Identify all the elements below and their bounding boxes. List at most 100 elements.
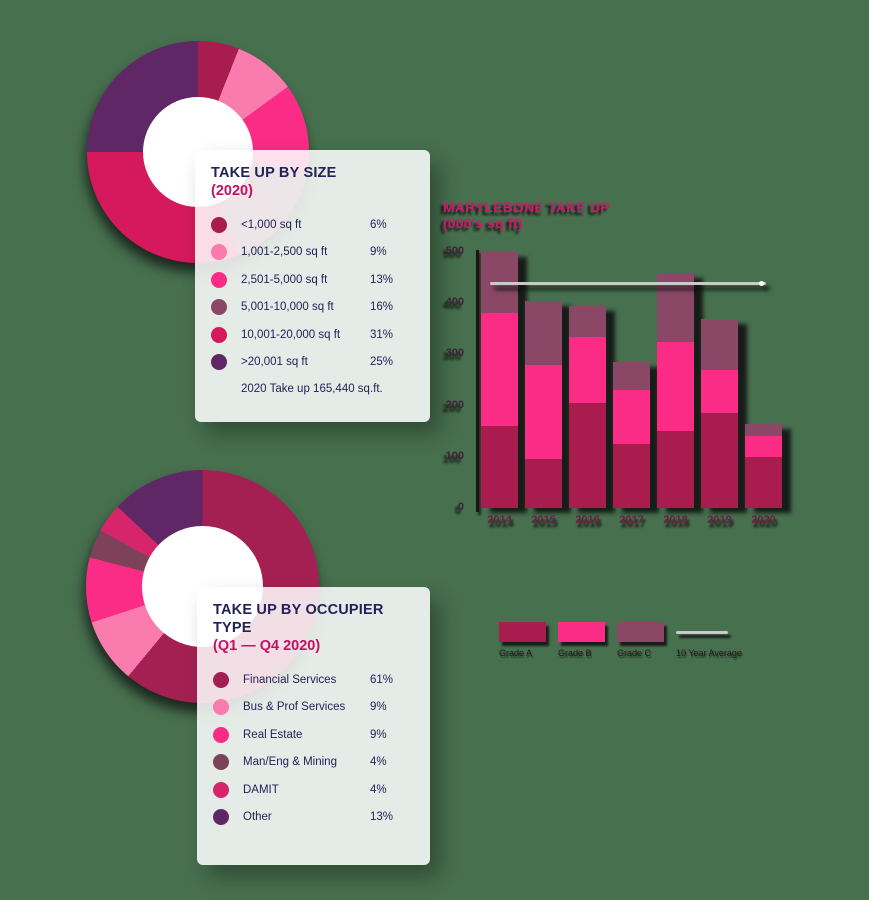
legend-row: 2,501-5,000 sq ft 13% <box>195 266 430 294</box>
legend-label: <1,000 sq ft <box>241 218 302 231</box>
legend-dot <box>213 781 229 798</box>
occupier-card-legend: Financial Services 61% Bus & Prof Services… <box>197 666 430 831</box>
y-axis-label: 100 <box>445 449 464 462</box>
x-axis-label: 2015 <box>531 514 556 526</box>
legend-label: Bus & Prof Services <box>243 701 346 714</box>
stacked-bar-2017 <box>613 362 650 508</box>
legend-dot <box>211 326 227 343</box>
bar-segment-grade-c <box>613 362 650 391</box>
legend-label: Real Estate <box>243 728 303 741</box>
grade-swatch <box>617 622 664 642</box>
bar-segment-grade-a <box>657 431 694 508</box>
y-axis-line <box>476 250 479 512</box>
legend-value: 13% <box>370 273 394 286</box>
bar-legend-item: Grade B <box>558 622 605 658</box>
size-card-legend: <1,000 sq ft 6% 1,001-2,500 sq ft 9% 2,501-5… <box>195 211 430 376</box>
x-axis-label: 2019 <box>707 514 732 526</box>
bar-segment-grade-a <box>569 403 606 508</box>
legend-row: <1,000 sq ft 6% <box>195 211 430 239</box>
legend-label: DAMIT <box>243 783 279 796</box>
legend-value: 9% <box>370 246 387 259</box>
legend-row: 10,001-20,000 sq ft 31% <box>195 321 430 349</box>
stacked-bar-2014 <box>481 252 518 508</box>
stacked-bar-2016 <box>569 305 606 508</box>
bar-chart-legend: Grade A Grade B Grade C 10 Year Average <box>499 622 742 658</box>
bar-legend-label: Grade A <box>499 648 533 658</box>
bar-segment-grade-b <box>481 313 518 427</box>
bar-segment-grade-b <box>569 336 606 404</box>
legend-row: Other 13% <box>197 804 430 832</box>
occupier-card-subtitle: (Q1 — Q4 2020) <box>213 638 321 654</box>
bar-chart-title-line2: (000's sq ft) <box>443 215 523 231</box>
takeup-by-size-card: TAKE UP BY SIZE (2020) <1,000 sq ft 6% 1,0… <box>195 150 430 422</box>
x-axis-label: 2016 <box>575 514 600 526</box>
legend-dot <box>211 244 227 261</box>
size-card-footer: 2020 Take up 165,440 sq.ft. <box>241 383 383 395</box>
grade-swatch <box>499 622 546 642</box>
x-axis-label: 2020 <box>751 514 776 526</box>
stacked-bar-2019 <box>701 318 738 508</box>
legend-dot <box>213 671 229 688</box>
legend-label: Other <box>243 811 272 824</box>
legend-dot <box>211 299 227 316</box>
legend-value: 61% <box>370 673 394 686</box>
x-axis-label: 2018 <box>663 514 688 526</box>
legend-value: 9% <box>370 701 387 714</box>
legend-dot <box>213 754 229 771</box>
bar-legend-item: Grade C <box>617 622 664 658</box>
bar-legend-item: Grade A <box>499 622 546 658</box>
ten-year-average-line <box>490 280 766 286</box>
legend-value: 31% <box>370 328 394 341</box>
size-card-title: TAKE UP BY SIZE <box>211 165 337 181</box>
size-card-subtitle: (2020) <box>211 183 253 199</box>
bar-segment-grade-a <box>745 456 782 508</box>
bar-legend-label: Grade B <box>558 648 592 658</box>
legend-row: Real Estate 9% <box>197 721 430 749</box>
legend-label: 1,001-2,500 sq ft <box>241 246 328 259</box>
legend-label: Financial Services <box>243 673 337 686</box>
legend-dot <box>211 354 227 371</box>
bar-segment-grade-b <box>525 364 562 460</box>
legend-row: 5,001-10,000 sq ft 16% <box>195 294 430 322</box>
y-axis-label: 0 <box>457 501 464 513</box>
legend-row: >20,001 sq ft 25% <box>195 349 430 377</box>
bar-segment-grade-a <box>613 444 650 508</box>
average-line-swatch <box>676 631 728 634</box>
stacked-bar-plot <box>477 252 789 508</box>
bar-segment-grade-c <box>745 423 782 437</box>
stacked-bar-2018 <box>657 272 694 508</box>
bar-legend-item: 10 Year Average <box>676 622 742 658</box>
bar-segment-grade-c <box>569 305 606 337</box>
y-axis-label: 300 <box>445 347 464 360</box>
bar-chart-title-line1: MARYLEBONE TAKE UP <box>443 199 610 215</box>
legend-row: 1,001-2,500 sq ft 9% <box>195 239 430 267</box>
legend-label: >20,001 sq ft <box>241 356 308 369</box>
legend-label: Man/Eng & Mining <box>243 756 337 769</box>
legend-value: 9% <box>370 728 387 741</box>
legend-row: Man/Eng & Mining 4% <box>197 749 430 777</box>
x-axis-label: 2014 <box>487 514 512 526</box>
legend-row: Financial Services 61% <box>197 666 430 694</box>
legend-dot <box>211 271 227 288</box>
legend-value: 16% <box>370 301 394 314</box>
legend-dot <box>213 726 229 743</box>
legend-value: 4% <box>370 783 387 796</box>
legend-value: 13% <box>370 811 394 824</box>
bar-legend-label: 10 Year Average <box>676 648 742 658</box>
bar-chart-title: MARYLEBONE TAKE UP (000's sq ft) <box>443 199 610 231</box>
occupier-card-title: TAKE UP BY OCCUPIER TYPE <box>213 602 384 636</box>
y-axis-label: 200 <box>445 398 464 411</box>
legend-dot <box>213 699 229 716</box>
bar-legend-label: Grade C <box>617 648 652 658</box>
legend-dot <box>211 216 227 233</box>
bar-segment-grade-b <box>701 369 738 414</box>
legend-label: 5,001-10,000 sq ft <box>241 301 334 314</box>
stacked-bar-2015 <box>525 300 562 508</box>
stacked-bar-2020 <box>745 423 782 508</box>
legend-label: 2,501-5,000 sq ft <box>241 273 328 286</box>
y-axis-label: 500 <box>445 245 464 257</box>
legend-row: DAMIT 4% <box>197 776 430 804</box>
x-axis-label: 2017 <box>619 514 644 526</box>
y-axis-label: 400 <box>445 296 464 309</box>
legend-row: Bus & Prof Services 9% <box>197 694 430 722</box>
